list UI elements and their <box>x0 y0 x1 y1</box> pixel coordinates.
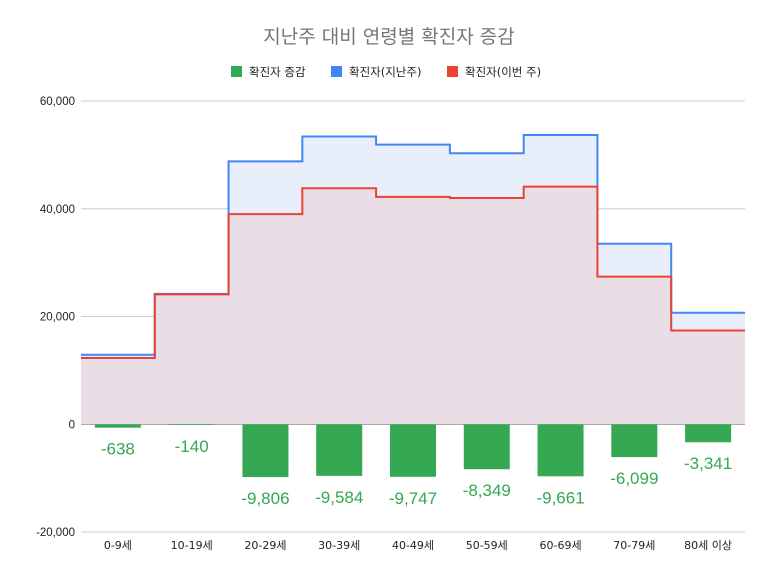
y-tick-label: 0 <box>69 419 75 431</box>
y-axis: -20,000 0 20,000 40,000 60,000 <box>36 96 75 539</box>
legend: 확진자 증감 확진자(지난주) 확진자(이번 주) <box>231 65 541 79</box>
bar[interactable] <box>168 424 215 426</box>
legend-swatch-change <box>231 66 242 77</box>
x-tick-label: 80세 이상 <box>684 539 732 552</box>
bar-data-label: -8,349 <box>463 481 511 500</box>
bar-data-label: -9,584 <box>315 488 363 507</box>
x-tick-label: 30-39세 <box>318 539 360 552</box>
x-tick-label: 50-59세 <box>466 539 508 552</box>
x-tick-label: 20-29세 <box>244 539 286 552</box>
x-axis: 0-9세 10-19세 20-29세 30-39세 40-49세 50-59세 60-69세… <box>104 539 732 552</box>
bar-data-label: -9,747 <box>389 489 437 508</box>
legend-label-last-week: 확진자(지난주) <box>349 65 421 79</box>
bar-data-label: -9,661 <box>536 488 584 507</box>
y-tick-label: 60,000 <box>40 96 75 108</box>
x-tick-label: 60-69세 <box>540 539 582 552</box>
bar[interactable] <box>611 424 658 458</box>
legend-label-change: 확진자 증감 <box>249 65 306 79</box>
bar[interactable] <box>685 424 732 443</box>
legend-item-change[interactable]: 확진자 증감 <box>231 65 306 79</box>
legend-label-this-week: 확진자(이번 주) <box>465 65 541 79</box>
bar[interactable] <box>242 424 289 478</box>
bar[interactable] <box>537 424 584 477</box>
x-tick-label: 0-9세 <box>104 539 132 552</box>
area-fill-this-week <box>81 186 745 425</box>
bar[interactable] <box>316 424 363 476</box>
x-tick-label: 40-49세 <box>392 539 434 552</box>
legend-item-last-week[interactable]: 확진자(지난주) <box>331 65 421 79</box>
bar[interactable] <box>390 424 436 477</box>
bar-data-label: -140 <box>175 437 209 456</box>
bar[interactable] <box>94 424 141 428</box>
x-tick-label: 10-19세 <box>171 539 213 552</box>
data-labels: -638 -140 -9,806 -9,584 -9,747 -8,349 -9,661 -6… <box>101 437 732 508</box>
y-tick-label: 40,000 <box>40 204 75 216</box>
bar-data-label: -3,341 <box>684 454 732 473</box>
step-line-this-week[interactable] <box>81 185 745 359</box>
bar-data-label: -638 <box>101 440 135 459</box>
y-tick-label: -20,000 <box>36 527 75 539</box>
bars <box>94 424 732 478</box>
y-tick-label: 20,000 <box>40 312 75 324</box>
chart-title: 지난주 대비 연령별 확진자 증감 <box>263 26 514 48</box>
bar-data-label: -9,806 <box>241 489 289 508</box>
legend-item-this-week[interactable]: 확진자(이번 주) <box>447 65 541 79</box>
legend-swatch-this-week <box>447 66 458 77</box>
x-tick-label: 70-79세 <box>613 539 655 552</box>
bar[interactable] <box>463 424 510 470</box>
stepped-areas <box>81 133 745 425</box>
bar-data-label: -6,099 <box>610 469 658 488</box>
legend-swatch-last-week <box>331 66 342 77</box>
